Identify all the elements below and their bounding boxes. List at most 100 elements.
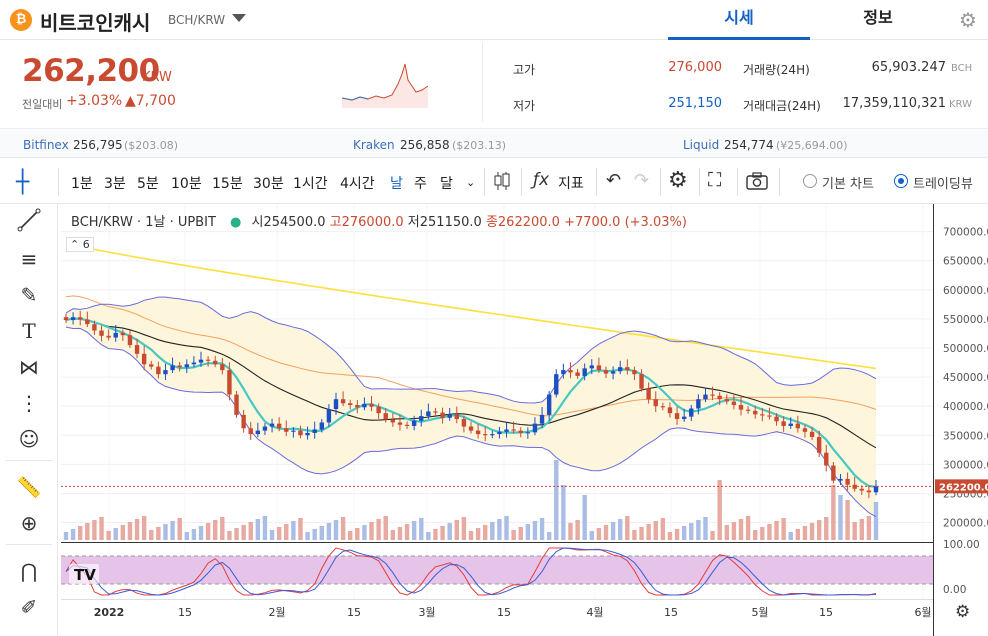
exchange-usd: ($203.13) <box>452 139 507 152</box>
volume-bar <box>504 516 509 540</box>
interval-1m[interactable]: 1분 <box>71 176 93 192</box>
legend-high: 고276000.0 <box>329 215 404 230</box>
volume-bar <box>497 519 502 540</box>
text-tool-icon[interactable]: T <box>22 319 36 343</box>
candle-body <box>319 422 324 430</box>
volume-bar <box>276 527 282 540</box>
crosshair-icon[interactable]: ┼ <box>16 170 30 195</box>
time-tick: 15 <box>347 606 361 619</box>
trend-line-icon[interactable] <box>14 208 44 238</box>
indicator-toggle[interactable]: ⌃ 6 <box>66 237 94 252</box>
interval-4h[interactable]: 4시간 <box>340 176 375 192</box>
tab-info[interactable]: 정보 <box>863 8 893 27</box>
legend-close: 종262200.0 <box>485 215 560 230</box>
volume-bar <box>646 524 651 540</box>
interval-15m[interactable]: 15분 <box>212 176 243 192</box>
volume-bar <box>99 517 104 540</box>
current-price: 262,200 <box>22 53 160 89</box>
bollinger-band-fill <box>66 297 876 517</box>
price-axis[interactable]: 700000.0 650000.0 600000.0 550000.0 500000.0… <box>935 227 988 596</box>
candle-body <box>120 332 126 336</box>
tradingview-label[interactable]: 트레이딩뷰 <box>913 177 973 192</box>
pane-divider <box>61 542 933 543</box>
chevron-down-icon[interactable] <box>232 14 246 22</box>
candle-body <box>532 423 538 433</box>
indicator-count: 6 <box>82 238 90 251</box>
interval-1h[interactable]: 1시간 <box>293 176 328 192</box>
candle-body <box>397 422 403 425</box>
volume-bar <box>92 520 97 540</box>
smiley-icon[interactable]: ☺ <box>18 427 40 451</box>
volume-bar <box>774 521 779 540</box>
volume-bar <box>191 529 197 540</box>
chart-legend: BCH/KRW · 1날 · UPBIT ● 시254500.0 고276000… <box>71 211 687 230</box>
brush-icon[interactable]: ✎ <box>20 283 38 307</box>
interval-day[interactable]: 날 <box>390 176 403 192</box>
fullscreen-icon[interactable]: ⛶ <box>708 169 722 191</box>
volume-bar <box>177 518 182 540</box>
candle-body <box>561 370 566 375</box>
candle-body <box>390 419 396 423</box>
candle-body <box>788 423 793 426</box>
tab-quote[interactable]: 시세 <box>668 0 810 40</box>
pattern-icon[interactable]: ⋈ <box>19 355 39 379</box>
candle-type-icon[interactable] <box>493 171 511 191</box>
volume-bar <box>831 485 836 540</box>
tradingview-radio[interactable] <box>894 174 908 188</box>
volume-bar <box>454 520 459 540</box>
exchange-name[interactable]: Kraken <box>353 138 395 152</box>
redo-icon[interactable]: ↷ <box>634 170 650 191</box>
candle-body <box>795 423 801 429</box>
interval-month[interactable]: 달 <box>440 176 453 192</box>
time-axis[interactable]: 2022 15 2월 15 3월 15 4월 15 5월 15 6월 <box>94 606 932 619</box>
candles <box>63 310 879 499</box>
chevron-down-icon[interactable]: ⌄ <box>466 176 476 189</box>
horizontal-lines-icon[interactable]: ≡ <box>20 247 38 271</box>
oscillator-tick: 100.00 <box>943 539 980 551</box>
volume-bar <box>561 485 566 540</box>
prediction-icon[interactable]: ⋮ <box>19 391 39 415</box>
basic-chart-radio[interactable] <box>803 174 817 188</box>
time-tick: 2월 <box>268 606 285 619</box>
legend-change: +7700.0 (+3.03%) <box>564 215 687 230</box>
time-axis-divider <box>61 599 933 600</box>
exchange-name[interactable]: Liquid <box>683 138 720 152</box>
camera-icon[interactable] <box>746 172 768 190</box>
zoom-in-icon[interactable]: ⊕ <box>20 511 38 535</box>
candle-body <box>710 394 715 396</box>
price-tick: 550000.0 <box>943 314 988 326</box>
chart-settings-icon[interactable]: ⚙ <box>955 602 970 622</box>
interval-week[interactable]: 주 <box>414 176 427 192</box>
volume-bar <box>78 526 83 540</box>
divider <box>482 42 483 122</box>
volume-bar <box>767 524 772 540</box>
settings-icon[interactable]: ⚙ <box>668 168 688 193</box>
basic-chart-label[interactable]: 기본 차트 <box>822 177 874 192</box>
exchange-name[interactable]: Bitfinex <box>23 138 69 152</box>
candle-body <box>362 403 367 408</box>
undo-icon[interactable]: ↶ <box>606 170 622 191</box>
lock-drawing-icon[interactable]: ✐ <box>20 595 38 619</box>
candle-body <box>483 434 488 436</box>
volume-bar <box>234 528 239 540</box>
ruler-icon[interactable]: 📏 <box>16 475 42 499</box>
price-chart[interactable]: 700000.0 650000.0 600000.0 550000.0 500000.0… <box>61 204 988 636</box>
interval-30m[interactable]: 30분 <box>253 176 284 192</box>
interval-3m[interactable]: 3분 <box>104 176 126 192</box>
magnet-icon[interactable]: ⋂ <box>20 559 38 583</box>
candle-body <box>809 431 815 438</box>
volume-bar <box>383 516 388 540</box>
volume-bar <box>596 528 602 540</box>
change-amount: ▲7,700 <box>125 93 176 109</box>
candle-body <box>184 364 189 368</box>
interval-10m[interactable]: 10분 <box>171 176 202 192</box>
indicators-button[interactable]: 지표 <box>558 176 584 192</box>
candle-body <box>241 414 246 429</box>
candle-body <box>269 423 275 427</box>
gear-icon[interactable]: ⚙ <box>959 8 977 32</box>
candle-body <box>419 416 424 421</box>
interval-5m[interactable]: 5분 <box>137 176 159 192</box>
function-icon[interactable]: ƒx <box>533 170 550 190</box>
divider <box>6 544 52 545</box>
oscillator-tick: 0.00 <box>943 584 966 596</box>
